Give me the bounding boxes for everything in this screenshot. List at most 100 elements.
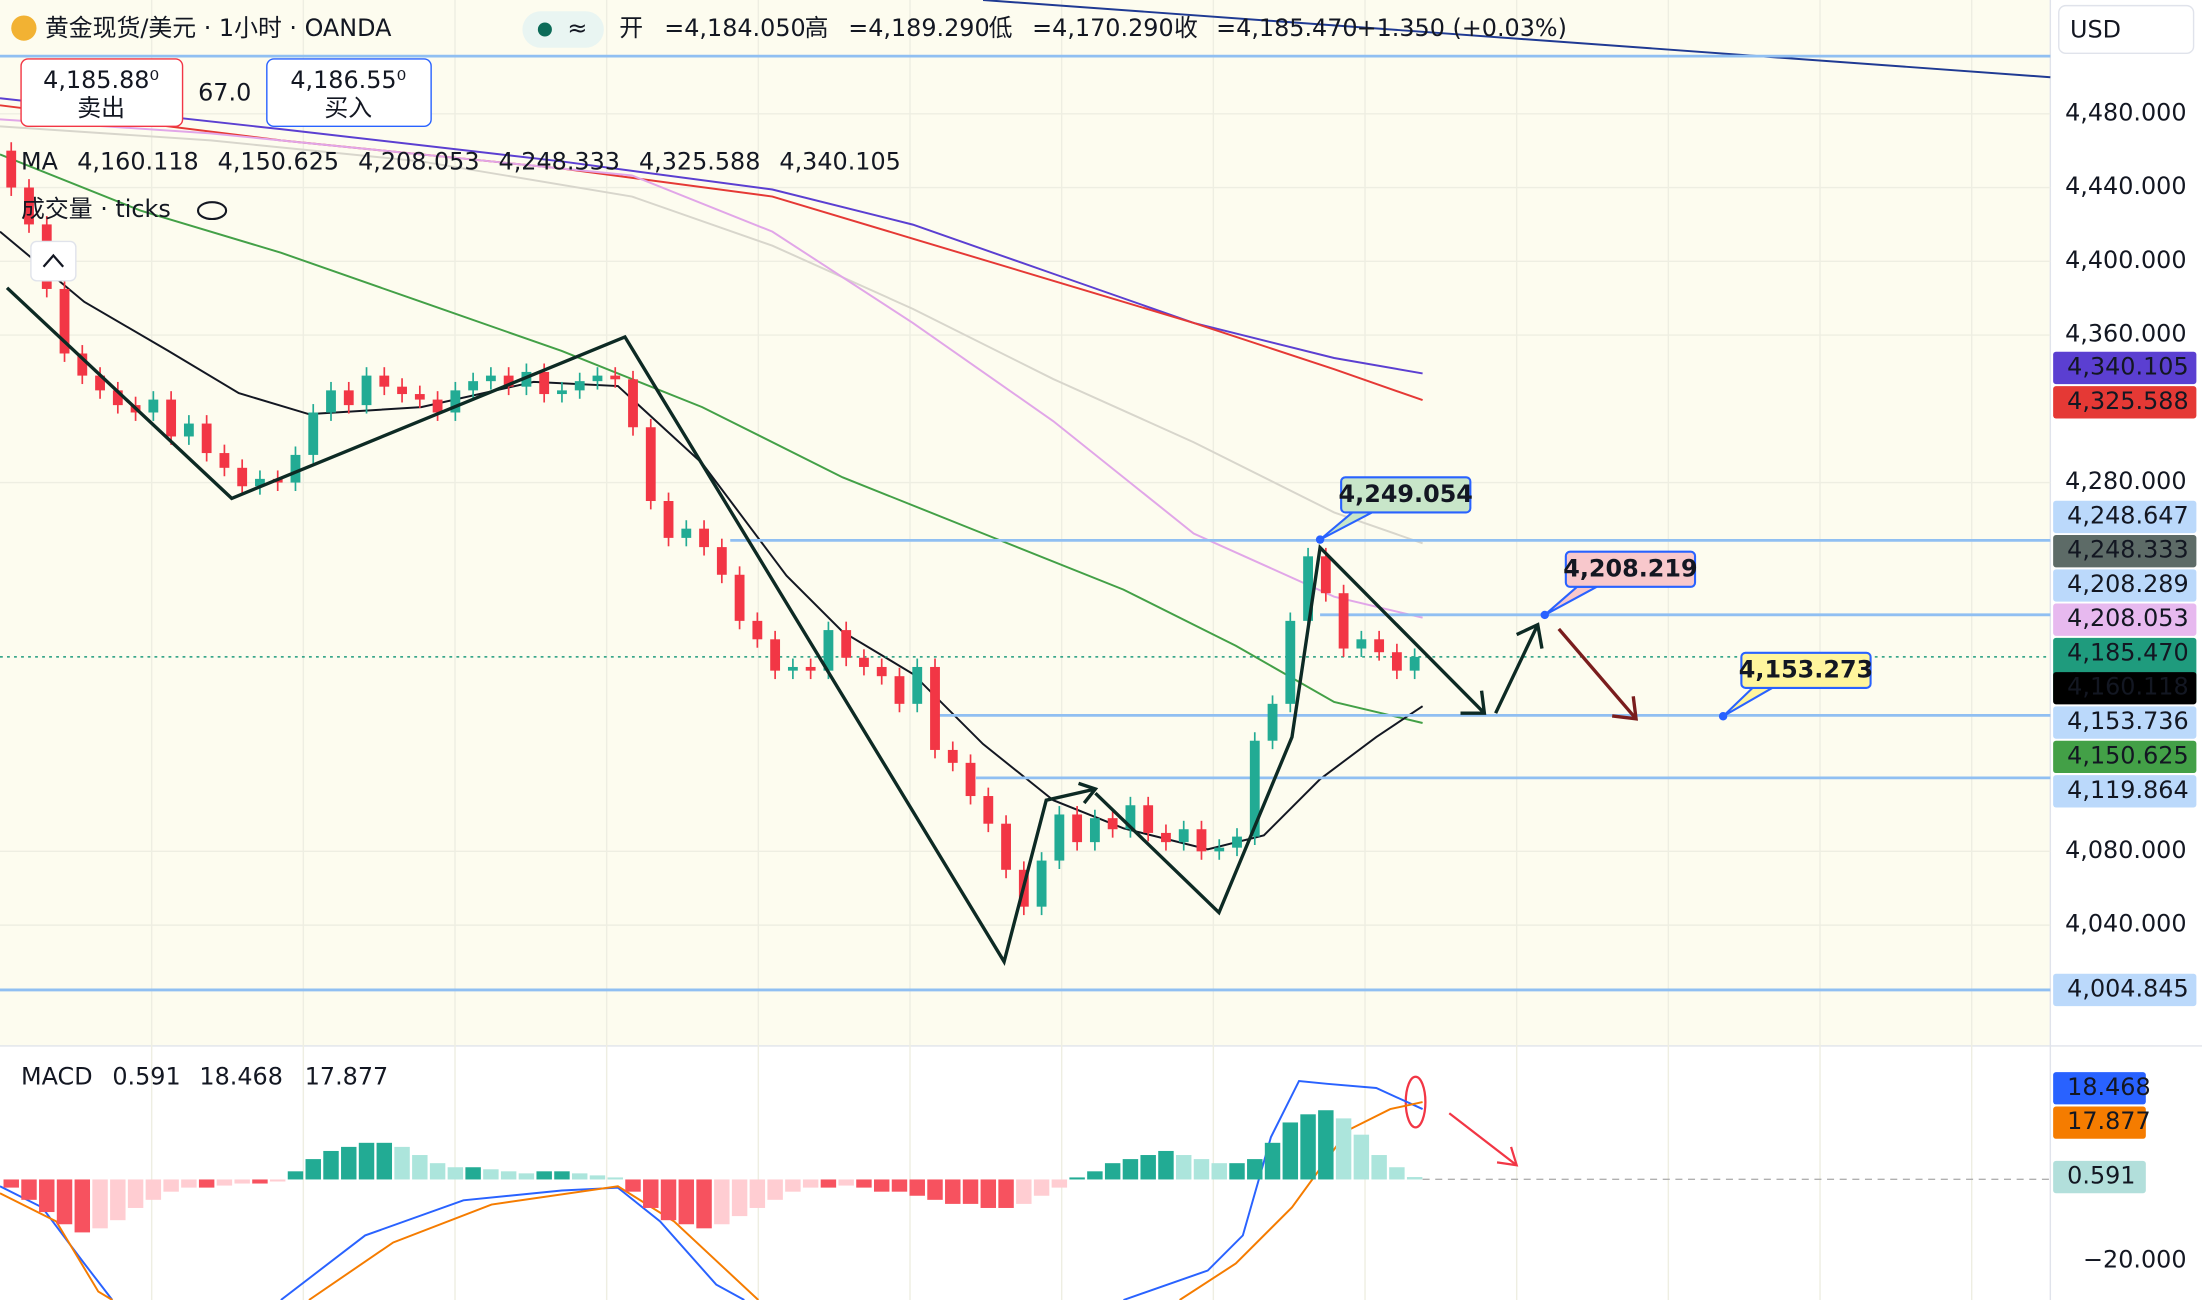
macd-bar <box>269 1179 286 1182</box>
price-tag-label: 4,325.588 <box>2067 387 2188 415</box>
macd-bar <box>873 1179 890 1192</box>
ohlc-value: =4,189.290 <box>848 14 989 42</box>
hide-icon[interactable] <box>196 201 228 221</box>
macd-value: 0.591 <box>112 1063 180 1091</box>
buy-price[interactable]: 4,186.55⁰ <box>290 66 406 94</box>
symbol: 黄金现货/美元 · 1小时 · OANDA <box>45 14 392 42</box>
candle <box>1356 639 1367 649</box>
macd-bar <box>1353 1134 1370 1180</box>
macd-bar <box>856 1179 872 1188</box>
candle <box>663 501 674 538</box>
macd-bar <box>1087 1171 1103 1180</box>
candle <box>290 454 301 483</box>
drawings <box>5 286 2051 1180</box>
macd-bar <box>927 1179 943 1200</box>
candle <box>645 427 656 502</box>
macd-bar <box>1229 1163 1245 1180</box>
macd-bar <box>287 1171 304 1180</box>
ohlc-value: =4,185.470 <box>1216 14 1357 42</box>
price-tag <box>2053 386 2197 419</box>
ma-value: 4,340.105 <box>779 147 900 175</box>
macd-bar <box>802 1179 819 1188</box>
macd-tag-label: 18.468 <box>2067 1073 2151 1101</box>
candle <box>1001 823 1011 870</box>
candle <box>1125 805 1136 830</box>
macd-bar <box>785 1179 801 1192</box>
status-dot <box>537 22 552 37</box>
macd-tag-label: 17.877 <box>2067 1107 2151 1135</box>
price-tag <box>2053 775 2197 808</box>
macd-label: MACD <box>21 1063 93 1091</box>
macd-bar <box>589 1175 606 1180</box>
price-tag <box>2053 672 2197 705</box>
macd-bar <box>181 1179 197 1188</box>
sell-button[interactable] <box>20 58 184 128</box>
macd-bar <box>1016 1179 1032 1204</box>
macd-bar <box>909 1179 925 1196</box>
macd-bar <box>483 1169 499 1180</box>
macd-bar <box>1051 1179 1068 1188</box>
moving-averages <box>0 0 2051 851</box>
macd-bar <box>1122 1159 1139 1180</box>
currency[interactable]: USD <box>2070 15 2121 43</box>
macd-bar <box>1140 1155 1156 1180</box>
currency-button[interactable] <box>2058 4 2195 55</box>
macd-bar <box>394 1146 410 1180</box>
candle <box>468 381 479 391</box>
macd-bar <box>1247 1159 1263 1180</box>
candle <box>716 547 727 575</box>
macd-bar <box>429 1163 446 1180</box>
candle <box>1320 556 1331 594</box>
candle <box>699 528 709 548</box>
macd-bar <box>518 1173 535 1180</box>
macd-bar <box>305 1159 321 1180</box>
macd-bar <box>198 1179 215 1188</box>
candle <box>397 386 407 395</box>
price-tag-label: 4,208.289 <box>2067 570 2188 598</box>
macd-bar <box>1193 1159 1210 1180</box>
callout-anchor <box>1315 535 1325 544</box>
candle <box>681 528 692 538</box>
candle <box>1036 860 1047 907</box>
callout-box <box>1564 550 1697 588</box>
macd-bar <box>838 1179 854 1186</box>
candle <box>770 639 781 671</box>
ohlc-value: =4,170.290 <box>1032 14 1173 42</box>
candle <box>485 375 496 382</box>
macd-bar <box>714 1179 730 1225</box>
callout-anchor <box>1718 712 1728 721</box>
macd-bar <box>749 1179 766 1208</box>
y-tick-label: 4,040.000 <box>2065 910 2186 938</box>
macd-bar <box>500 1171 517 1180</box>
candle <box>414 394 425 400</box>
macd-bar <box>376 1142 393 1180</box>
sell-label[interactable]: 卖出 <box>77 94 125 122</box>
macd-tag <box>2053 1160 2146 1194</box>
macd-bar <box>465 1167 481 1180</box>
macd-bar <box>1211 1163 1227 1180</box>
candle <box>1267 703 1278 741</box>
candle <box>183 423 194 437</box>
macd-bar <box>571 1173 588 1180</box>
buy-label[interactable]: 买入 <box>324 94 372 122</box>
macd-bar <box>74 1179 91 1233</box>
candle <box>308 412 319 455</box>
price-tag-label: 4,004.845 <box>2067 974 2188 1002</box>
candle <box>1232 836 1242 848</box>
macd-bar <box>1158 1150 1174 1180</box>
candle <box>912 666 923 704</box>
macd-bar <box>110 1179 126 1221</box>
price-tag-label: 4,248.647 <box>2067 501 2188 529</box>
buy-button[interactable] <box>266 58 432 128</box>
collapse-button[interactable] <box>30 240 77 282</box>
macd-bar <box>643 1179 659 1208</box>
macd-bar <box>1264 1142 1281 1180</box>
candle <box>361 375 372 406</box>
candle <box>432 399 443 413</box>
macd-bar <box>696 1179 712 1229</box>
collapse-icon[interactable] <box>42 253 65 268</box>
candle <box>876 666 887 677</box>
sell-price[interactable]: 4,185.88⁰ <box>43 66 159 94</box>
macd-bar <box>554 1171 570 1180</box>
price-tag <box>2053 351 2197 385</box>
